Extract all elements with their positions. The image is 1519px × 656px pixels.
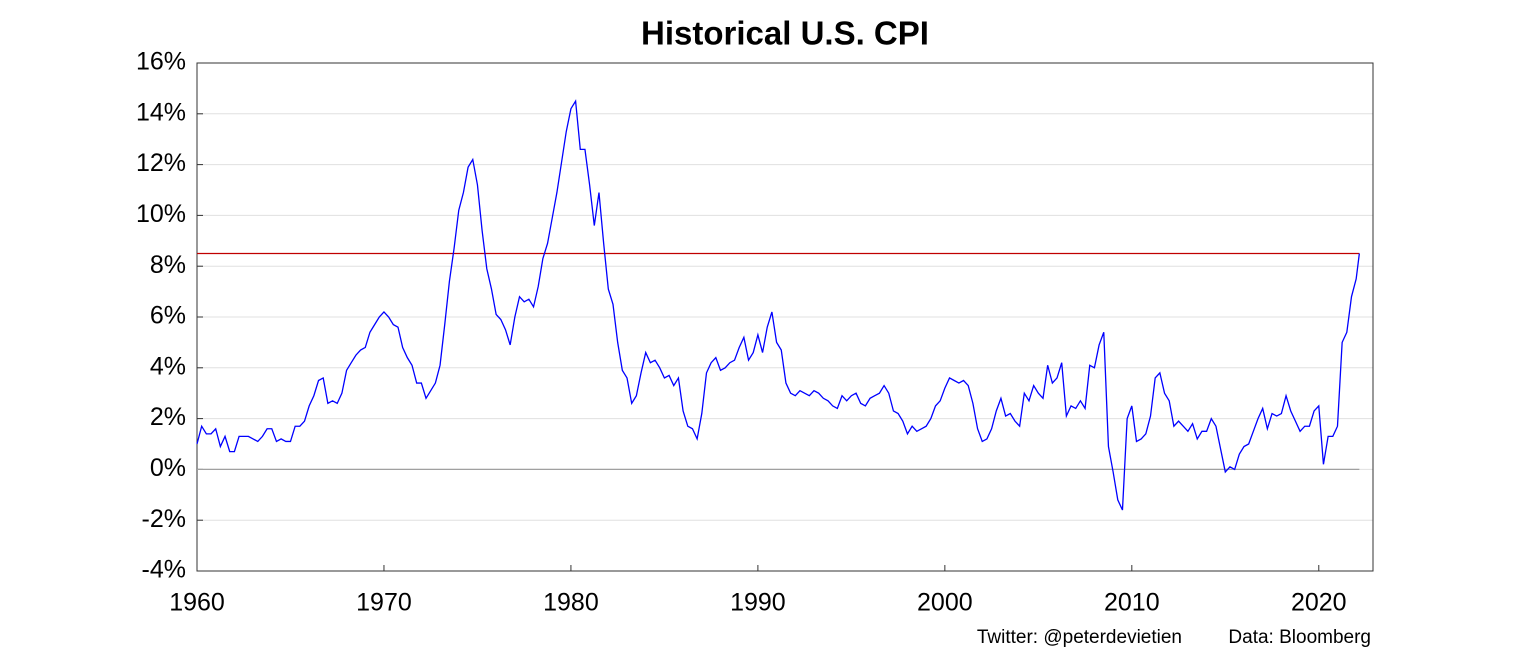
- x-tick-label: 2000: [917, 589, 973, 617]
- x-tick-label: 1990: [730, 589, 786, 617]
- y-tick-label: 14%: [136, 98, 186, 126]
- y-tick-label: 10%: [136, 200, 186, 228]
- y-tick-label: 12%: [136, 149, 186, 177]
- plot-frame: [196, 62, 1374, 572]
- credit: Twitter: @peterdevietien: [977, 627, 1182, 648]
- x-tick-label: 1960: [169, 589, 225, 617]
- x-tick-label: 2010: [1104, 589, 1160, 617]
- y-tick-label: -2%: [142, 505, 186, 533]
- cpi-line: [196, 99, 1360, 511]
- y-tick-label: 8%: [150, 251, 186, 279]
- source: Data: Bloomberg: [1228, 627, 1371, 648]
- x-tick-label: 1980: [543, 589, 599, 617]
- y-tick-label: 6%: [150, 302, 186, 330]
- y-tick-label: 4%: [150, 352, 186, 380]
- y-tick-label: 16%: [136, 48, 186, 76]
- y-tick-label: 2%: [150, 403, 186, 431]
- y-tick-label: -4%: [142, 556, 186, 584]
- x-tick-label: 1970: [356, 589, 412, 617]
- y-tick-label: 0%: [150, 454, 186, 482]
- x-tick-label: 2020: [1291, 589, 1347, 617]
- chart-title: Historical U.S. CPI: [641, 15, 929, 52]
